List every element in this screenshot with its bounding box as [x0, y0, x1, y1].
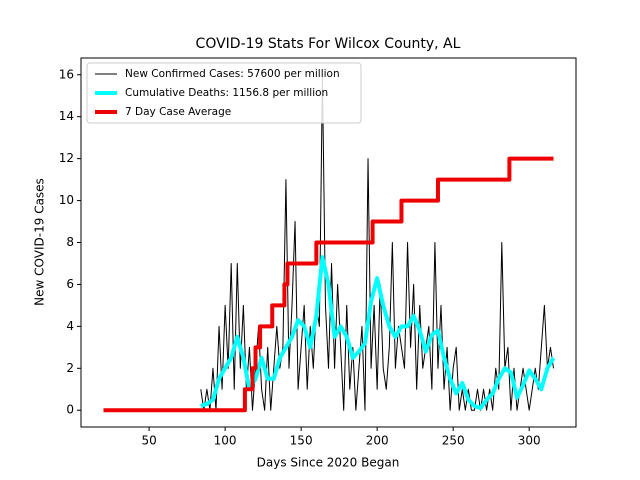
y-tick-label: 10 — [59, 193, 74, 207]
y-tick-label: 0 — [66, 403, 74, 417]
y-tick-label: 12 — [59, 151, 74, 165]
y-tick-label: 16 — [59, 67, 74, 81]
y-tick-label: 4 — [66, 319, 74, 333]
x-axis-label: Days Since 2020 Began — [257, 456, 400, 470]
x-tick-label: 150 — [290, 434, 313, 448]
legend-label: New Confirmed Cases: 57600 per million — [125, 68, 340, 80]
axes-frame — [80, 57, 577, 428]
chart-title: COVID-19 Stats For Wilcox County, AL — [196, 36, 461, 52]
legend-label: 7 Day Case Average — [125, 106, 231, 118]
x-tick-label: 50 — [141, 434, 156, 448]
x-tick-label: 300 — [518, 434, 541, 448]
y-tick-label: 6 — [66, 277, 74, 291]
x-tick-label: 100 — [214, 434, 237, 448]
x-tick-label: 250 — [442, 434, 465, 448]
legend-label: Cumulative Deaths: 1156.8 per million — [125, 87, 328, 99]
data-line — [103, 156, 554, 413]
legend-box — [86, 62, 362, 124]
y-tick-label: 14 — [59, 109, 74, 123]
y-tick-label: 8 — [66, 235, 74, 249]
y-tick-label: 2 — [66, 361, 74, 375]
data-line — [200, 255, 556, 411]
x-tick-label: 200 — [366, 434, 389, 448]
y-axis-label: New COVID-19 Cases — [33, 178, 47, 306]
